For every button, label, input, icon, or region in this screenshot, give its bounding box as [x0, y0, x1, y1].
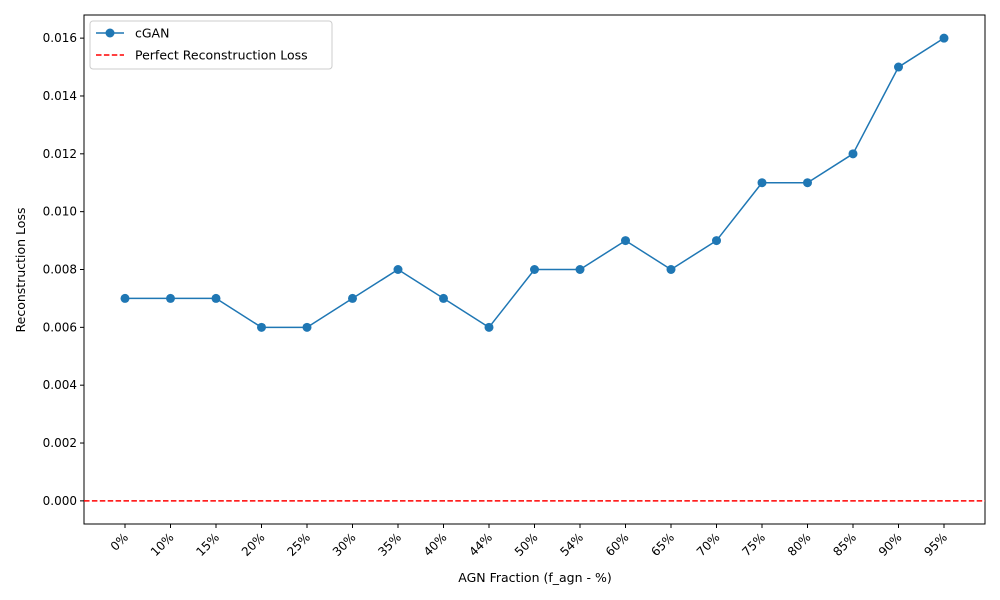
- data-point: [848, 149, 858, 159]
- legend-cgan-marker: [105, 28, 115, 38]
- x-axis: 0% 10% 15% 20% 25% 30% 35% 40% 44% 50% 54% 60% 65% 70…: [108, 524, 950, 559]
- data-point: [575, 265, 585, 274]
- y-tick-label: 0.014: [43, 89, 77, 103]
- x-tick-label: 85%: [830, 530, 859, 559]
- data-point: [666, 265, 676, 274]
- data-point: [803, 178, 812, 188]
- data-point: [757, 178, 767, 188]
- data-point: [439, 293, 448, 303]
- x-tick-label: 10%: [148, 530, 177, 559]
- x-tick-label: 0%: [108, 530, 131, 553]
- y-tick-label: 0.016: [43, 31, 77, 45]
- data-point: [939, 33, 949, 43]
- y-tick-label: 0.012: [43, 147, 77, 161]
- y-tick-label: 0.010: [43, 205, 77, 219]
- x-axis-title: AGN Fraction (f_agn - %): [458, 570, 611, 585]
- data-point: [257, 322, 266, 332]
- data-point: [621, 236, 630, 246]
- data-point: [348, 293, 357, 303]
- y-tick-label: 0.008: [43, 263, 77, 277]
- x-tick-label: 20%: [239, 530, 268, 559]
- x-tick-label: 95%: [921, 530, 950, 559]
- data-point: [894, 62, 903, 72]
- x-tick-label: 35%: [375, 530, 404, 559]
- y-axis-title: Reconstruction Loss: [13, 208, 28, 333]
- y-axis: 0.000 0.002 0.004 0.006 0.008 0.010 0.012 0.014…: [43, 31, 84, 508]
- x-tick-label: 30%: [330, 530, 359, 559]
- data-point: [530, 265, 539, 274]
- x-tick-label: 75%: [739, 530, 768, 559]
- y-tick-label: 0.000: [43, 494, 77, 508]
- data-point: [211, 293, 221, 303]
- y-tick-label: 0.002: [43, 436, 77, 450]
- data-point: [166, 293, 175, 303]
- x-tick-label: 54%: [557, 530, 586, 559]
- x-tick-label: 44%: [466, 530, 495, 559]
- x-tick-label: 65%: [648, 530, 677, 559]
- x-tick-label: 15%: [193, 530, 222, 559]
- data-point: [393, 265, 403, 274]
- x-tick-label: 70%: [694, 530, 723, 559]
- data-point: [302, 322, 312, 332]
- x-tick-label: 25%: [284, 530, 313, 559]
- y-tick-label: 0.004: [43, 378, 77, 392]
- x-tick-label: 50%: [512, 530, 541, 559]
- y-tick-label: 0.006: [43, 320, 77, 334]
- x-tick-label: 80%: [785, 530, 814, 559]
- x-tick-label: 40%: [421, 530, 450, 559]
- x-tick-label: 90%: [876, 530, 905, 559]
- series-layer: [120, 33, 949, 332]
- series-line-cgan: [125, 37, 945, 329]
- legend: cGAN Perfect Reconstruction Loss: [89, 20, 333, 70]
- x-tick-label: 60%: [603, 530, 632, 559]
- data-point: [120, 293, 130, 303]
- legend-label-reference: Perfect Reconstruction Loss: [135, 48, 308, 63]
- legend-label-cgan: cGAN: [135, 26, 169, 41]
- data-point: [484, 322, 494, 332]
- data-point: [712, 236, 721, 246]
- legend-frame: [89, 20, 333, 70]
